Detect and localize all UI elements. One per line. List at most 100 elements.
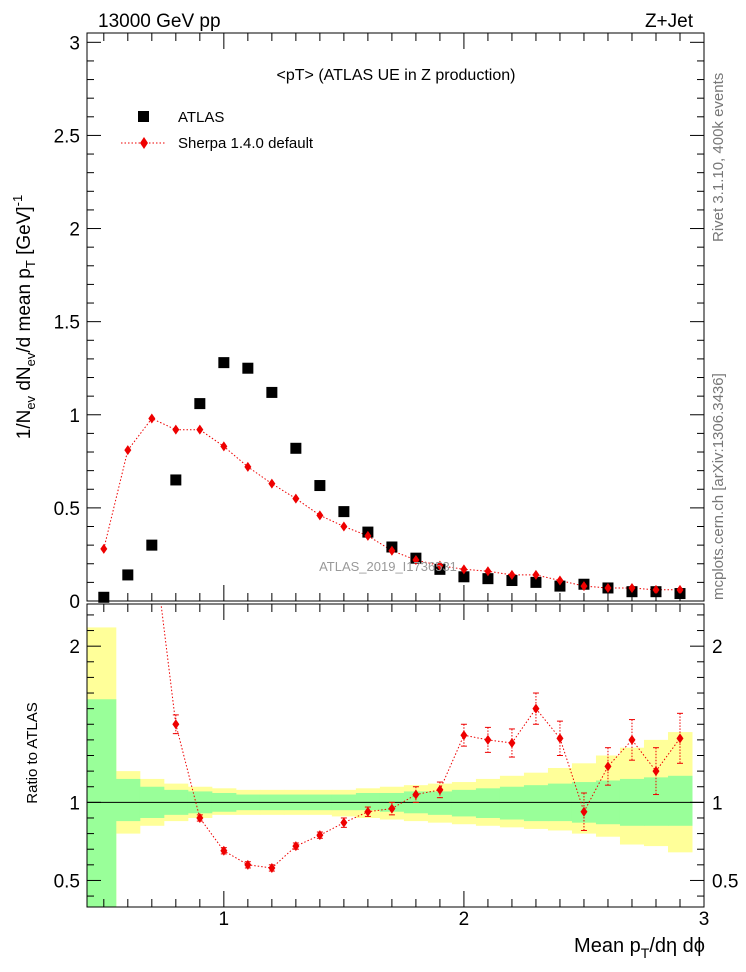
- main-y-axis-label: 1/Nev dNev/d mean pT [GeV]-1: [10, 195, 38, 440]
- stat-band-bin: [523, 785, 549, 822]
- sherpa-data-point: [676, 584, 684, 595]
- atlas-data-point: [170, 474, 182, 486]
- x-tick-label: 1: [219, 909, 230, 930]
- ratio-data-point: [172, 719, 180, 730]
- stat-band-bin: [87, 699, 117, 907]
- atlas-data-point: [194, 398, 206, 410]
- sherpa-data-point: [292, 493, 300, 504]
- main-plot-panel: 0 0.5 1 1.5 2 2.5 3 <pT> (ATLAS UE in Z produc…: [10, 32, 705, 613]
- ratio-data-point: [460, 730, 468, 741]
- x-axis-label: Mean pT/dη dϕ: [574, 935, 705, 961]
- legend-sherpa-label: Sherpa 1.4.0 default: [178, 135, 314, 152]
- sherpa-data-point: [460, 564, 468, 575]
- main-y-tick-label: 1.5: [54, 313, 80, 334]
- ratio-data-point: [556, 733, 564, 744]
- sherpa-data-point: [340, 521, 348, 532]
- sherpa-data-point: [436, 560, 444, 571]
- ratio-y-tick-label-right: 0.5: [712, 871, 738, 892]
- ratio-y-tick-label-right: 2: [712, 637, 723, 658]
- atlas-data-point: [242, 362, 254, 374]
- legend-sherpa-marker: [140, 137, 148, 149]
- main-y-tick-label: 1: [69, 406, 80, 427]
- main-plot-frame: [86, 32, 705, 602]
- ratio-y-tick-label: 1: [69, 793, 80, 814]
- ratio-data-point: [652, 766, 660, 777]
- main-y-tick-label: 2: [69, 220, 80, 241]
- atlas-data-point: [530, 576, 542, 588]
- main-plot-title: <pT> (ATLAS UE in Z production): [277, 67, 516, 84]
- atlas-data-point: [122, 569, 134, 581]
- header-process-label: Z+Jet: [645, 11, 694, 32]
- atlas-data-point: [218, 357, 230, 369]
- atlas-data-point: [506, 575, 518, 587]
- sherpa-data-point: [196, 424, 204, 435]
- ratio-data-point: [388, 803, 396, 814]
- ratio-data-point: [580, 806, 588, 817]
- ratio-data-point: [292, 841, 300, 852]
- stat-band-bin: [355, 792, 381, 811]
- watermark-label: ATLAS_2019_I1736531: [319, 559, 457, 574]
- ratio-y-tick-label-right: 1: [712, 793, 723, 814]
- atlas-data-point: [290, 442, 302, 454]
- main-y-tick-label: 2.5: [54, 126, 80, 147]
- atlas-data-point: [482, 573, 494, 585]
- header-energy-label: 13000 GeV pp: [98, 11, 221, 32]
- stat-band-bin: [451, 789, 477, 817]
- ratio-data-point: [604, 761, 612, 772]
- atlas-data-point: [266, 386, 278, 398]
- main-y-tick-label: 3: [69, 33, 80, 54]
- ratio-data-point: [628, 734, 636, 745]
- ratio-data-point: [268, 862, 276, 873]
- main-y-tick-label: 0: [69, 592, 80, 613]
- sherpa-data-point: [580, 581, 588, 592]
- legend-atlas-marker: [138, 111, 149, 122]
- mcplots-label: mcplots.cern.ch [arXiv:1306.3436]: [710, 373, 727, 600]
- atlas-data-point: [554, 580, 566, 592]
- sherpa-data-point: [556, 575, 564, 586]
- stat-band-bin: [115, 778, 141, 822]
- stat-band-bin: [667, 775, 693, 826]
- ratio-data-point: [316, 830, 324, 841]
- atlas-data-point: [458, 571, 470, 583]
- ratio-data-point: [244, 859, 252, 870]
- sherpa-data-point: [148, 413, 156, 424]
- sherpa-data-point: [388, 545, 396, 556]
- ratio-data-point: [676, 733, 684, 744]
- rivet-label: Rivet 3.1.10, 400k events: [710, 73, 727, 242]
- sherpa-data-point: [508, 569, 516, 580]
- sherpa-data-point: [532, 569, 540, 580]
- main-y-tick-label: 0.5: [54, 499, 80, 520]
- sherpa-data-point: [316, 510, 324, 521]
- sherpa-data-point: [628, 582, 636, 593]
- sherpa-data-point: [604, 582, 612, 593]
- sherpa-data-point: [100, 543, 108, 554]
- sherpa-data-point: [364, 530, 372, 541]
- atlas-data-point: [314, 480, 326, 492]
- ratio-data-point: [508, 738, 516, 749]
- ratio-data-point: [484, 734, 492, 745]
- ratio-y-tick-label: 2: [69, 637, 80, 658]
- sherpa-data-point: [244, 461, 252, 472]
- stat-band-bin: [475, 788, 501, 818]
- ratio-data-point: [196, 812, 204, 823]
- legend: ATLAS Sherpa 1.4.0 default: [121, 109, 314, 152]
- sherpa-data-point: [652, 584, 660, 595]
- ratio-data-point: [412, 789, 420, 800]
- atlas-data-point: [338, 506, 350, 518]
- sherpa-data-point: [220, 441, 228, 452]
- legend-atlas-label: ATLAS: [178, 109, 224, 126]
- sherpa-data-point: [412, 555, 420, 566]
- x-tick-label: 3: [699, 909, 710, 930]
- stat-band-bin: [427, 791, 453, 815]
- stat-band-bin: [499, 786, 525, 820]
- sherpa-data-point: [172, 424, 180, 435]
- ratio-data-point: [436, 784, 444, 795]
- ratio-plot-panel: 0.5 0.5 1 1 2 2 1 2 3 Ratio to ATLAS: [24, 603, 738, 930]
- atlas-data-point: [146, 539, 158, 551]
- ratio-data-point: [364, 806, 372, 817]
- ratio-y-axis-label: Ratio to ATLAS: [24, 702, 41, 803]
- stat-band-bin: [643, 777, 669, 826]
- ratio-data-point: [220, 845, 228, 856]
- ratio-data-point: [532, 703, 540, 714]
